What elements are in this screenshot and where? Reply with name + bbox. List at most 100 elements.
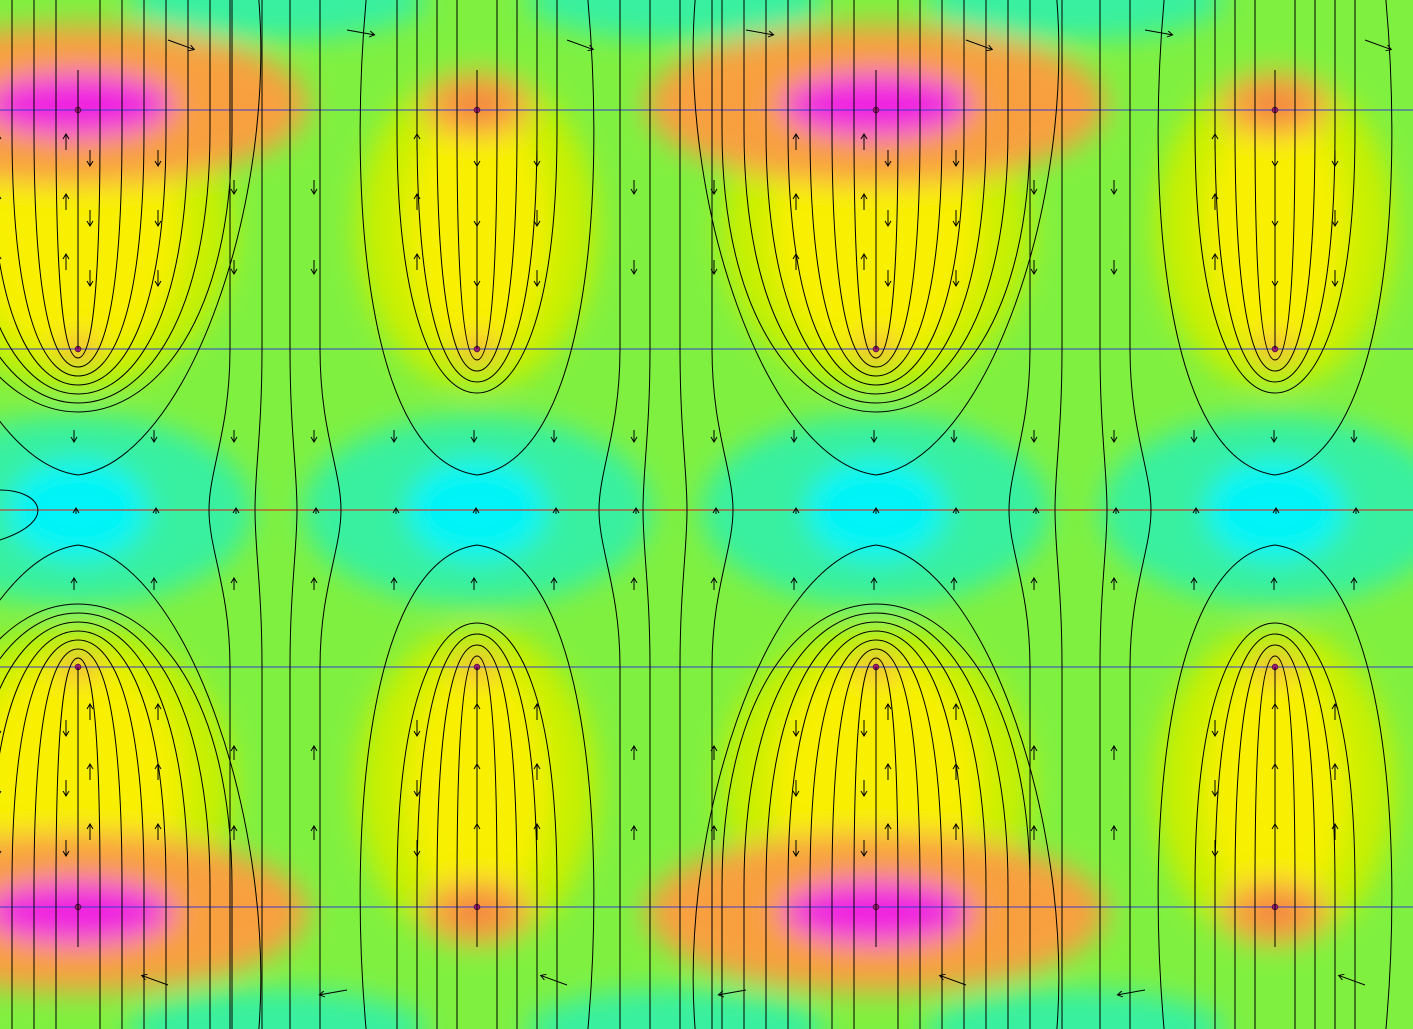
- field-vector-arrow: [1211, 133, 1219, 150]
- field-vector-arrow: [1030, 180, 1038, 195]
- field-vector-arrow: [86, 823, 94, 840]
- flux-line: [1099, 0, 1108, 1029]
- field-vector-arrow: [792, 193, 800, 210]
- field-vector-arrow: [86, 210, 94, 227]
- flux-line: [396, 622, 558, 1029]
- field-vector-arrow: [566, 39, 595, 52]
- flux-line: [692, 0, 1060, 476]
- pole-markers-layer: [74, 70, 1279, 947]
- field-vector-arrow: [1211, 720, 1219, 737]
- flux-line: [0, 630, 167, 1029]
- field-vector-arrow: [470, 430, 478, 443]
- field-vector-arrow: [62, 780, 70, 797]
- field-vector-arrow: [1331, 210, 1339, 227]
- field-vector-arrow: [884, 270, 892, 287]
- flux-line: [642, 0, 651, 1029]
- flux-line: [809, 0, 943, 377]
- flux-line: [765, 0, 987, 395]
- field-vector-arrow: [1110, 745, 1118, 760]
- flux-line: [831, 0, 921, 368]
- field-vector-arrow: [1350, 577, 1358, 590]
- field-vector-arrow: [952, 703, 960, 720]
- field-vector-arrow: [860, 193, 868, 210]
- field-vector-arrow: [950, 430, 958, 443]
- flux-line: [396, 0, 558, 394]
- field-vector-arrow: [870, 577, 878, 590]
- flux-line: [436, 0, 518, 372]
- flux-line: [1214, 0, 1336, 383]
- field-vector-arrow: [710, 180, 718, 195]
- flux-line: [0, 0, 233, 413]
- field-vector-arrow: [390, 577, 398, 590]
- flux-line: [359, 0, 595, 476]
- field-vector-arrow: [710, 745, 718, 760]
- field-vector-arrow: [860, 253, 868, 270]
- flux-line: [1234, 0, 1316, 372]
- field-vector-arrow: [792, 253, 800, 270]
- field-vector-arrow: [154, 703, 162, 720]
- field-vector-arrow: [1211, 780, 1219, 797]
- field-vector-arrow: [1270, 577, 1278, 590]
- field-vector-arrow: [472, 507, 480, 514]
- flux-line: [787, 0, 965, 386]
- flux-line: [598, 0, 621, 1029]
- field-vector-arrow: [792, 780, 800, 797]
- field-vector-arrow: [938, 973, 967, 986]
- field-vector-arrow: [230, 180, 238, 195]
- field-vector-arrow: [1331, 270, 1339, 287]
- field-vector-arrow: [1350, 430, 1358, 443]
- field-vector-arrow: [1331, 150, 1339, 167]
- flux-line: [0, 612, 211, 1029]
- field-vector-arrow: [86, 703, 94, 720]
- field-vector-arrow: [152, 507, 160, 514]
- field-vector-arrow: [230, 745, 238, 760]
- field-vector-arrow: [792, 133, 800, 150]
- field-vector-arrow: [310, 430, 318, 443]
- flux-line: [721, 603, 1031, 1029]
- field-vector-arrow: [710, 260, 718, 275]
- field-vector-arrow: [1116, 989, 1146, 998]
- field-vector-arrow: [392, 507, 400, 514]
- field-vector-arrow: [413, 193, 421, 210]
- field-vector-arrow: [1110, 430, 1118, 443]
- field-vector-arrow: [965, 39, 994, 52]
- field-vector-arrow: [62, 840, 70, 857]
- field-vector-arrow: [533, 763, 541, 780]
- field-vector-arrow: [952, 507, 960, 514]
- flux-line: [1129, 0, 1152, 1029]
- field-vector-arrow: [1364, 39, 1393, 52]
- field-vector-arrow: [72, 507, 80, 514]
- field-vector-arrow: [154, 270, 162, 287]
- field-vector-arrow: [230, 825, 238, 840]
- field-vector-arrow: [717, 989, 747, 998]
- field-vector-arrow: [860, 780, 868, 797]
- flux-line: [254, 0, 263, 1029]
- field-vector-arrow: [710, 577, 718, 590]
- field-vector-arrow: [1110, 825, 1118, 840]
- flux-line: [0, 603, 233, 1029]
- flux-line: [1157, 0, 1393, 476]
- flux-line: [831, 648, 921, 1029]
- field-vector-arrow: [470, 577, 478, 590]
- field-vector-arrow: [86, 270, 94, 287]
- flux-line: [743, 0, 1009, 404]
- field-vector-arrow: [1030, 430, 1038, 443]
- flux-line: [1214, 633, 1336, 1029]
- field-vector-arrow: [712, 507, 720, 514]
- field-vector-arrow: [1110, 577, 1118, 590]
- field-vector-arrow: [62, 720, 70, 737]
- field-vector-arrow: [1272, 507, 1280, 514]
- field-vector-arrow: [1190, 430, 1198, 443]
- field-vector-arrow: [86, 763, 94, 780]
- field-vector-arrow: [413, 780, 421, 797]
- flux-line: [456, 655, 498, 1029]
- field-vector-arrow: [390, 430, 398, 443]
- flux-line: [711, 0, 734, 1029]
- flux-line: [0, 489, 39, 541]
- field-vector-arrow: [70, 430, 78, 443]
- flux-line: [765, 621, 987, 1029]
- field-vector-arrow: [310, 577, 318, 590]
